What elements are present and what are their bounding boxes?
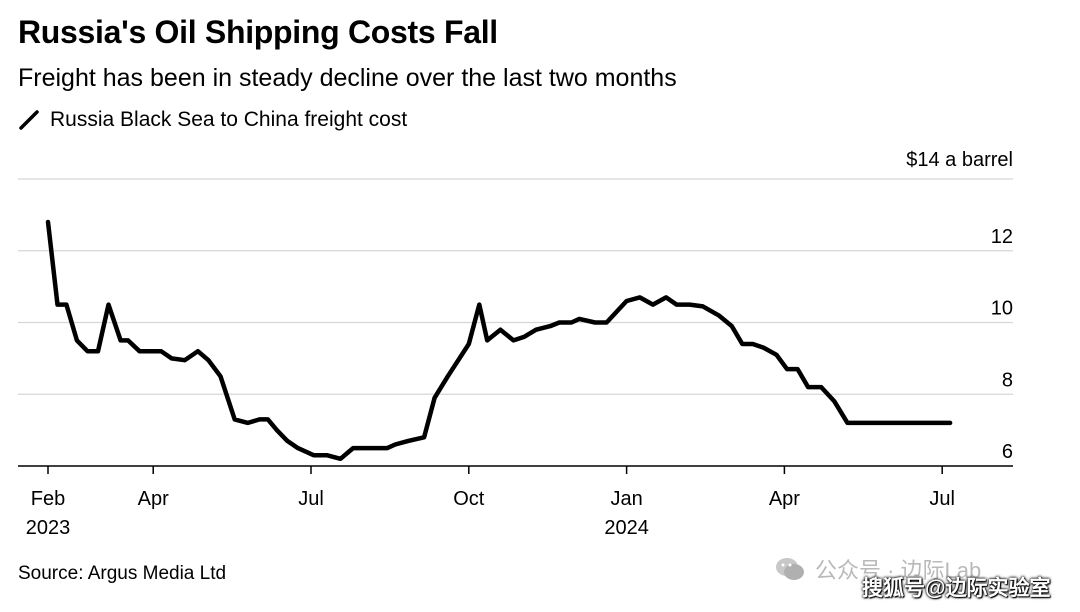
x-tick-label-0: Feb [31,488,65,510]
y-tick-label-10: 10 [991,298,1013,320]
y-tick-label-14: $14 a barrel [906,149,1013,171]
x-tick-label-4: Jan [610,488,642,510]
x-tick-sublabel-0: 2023 [26,517,71,539]
x-tick-label-1: Apr [138,488,169,510]
x-tick-sublabel-4: 2024 [604,517,649,539]
x-tick-label-2: Jul [298,488,324,510]
y-tick-label-6: 6 [1002,441,1013,463]
wechat-watermark-text: 公众号 · 边际Lab [815,558,982,583]
legend: Russia Black Sea to China freight cost [18,108,407,132]
wechat-watermark: 公众号 · 边际Lab [775,553,981,585]
series-line-freight-cost [45,219,953,462]
line-legend-icon [19,110,39,130]
x-tick-label-5: Apr [769,488,800,510]
y-tick-label-12: 12 [991,226,1013,248]
x-tick-label-3: Oct [453,488,485,510]
sohu-watermark: 搜狐号@边际实验室 [862,577,1051,600]
x-tick-label-6: Jul [929,488,955,510]
wechat-icon [776,558,804,580]
legend-label: Russia Black Sea to China freight cost [50,108,408,131]
chart-title: Russia's Oil Shipping Costs Fall [18,14,498,50]
y-tick-label-8: 8 [1002,369,1013,391]
source-note: Source: Argus Media Ltd [18,563,227,584]
chart-subtitle: Freight has been in steady decline over … [18,64,677,92]
